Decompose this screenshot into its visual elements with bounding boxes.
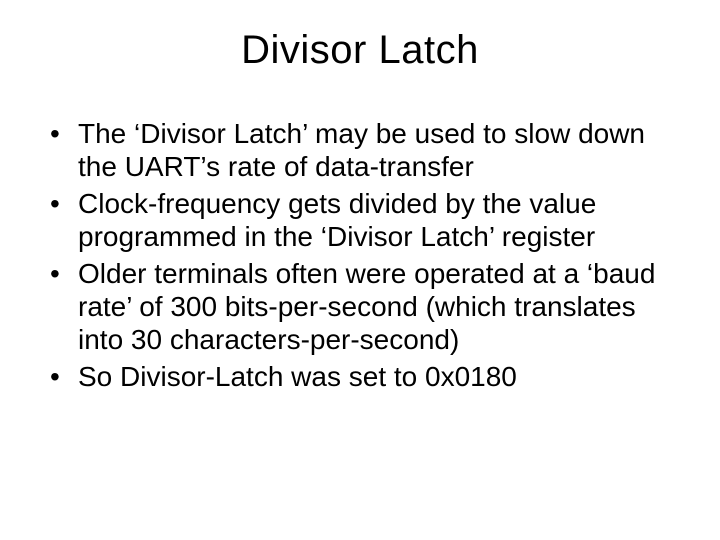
list-item: Older terminals often were operated at a… [46, 257, 674, 356]
slide-title: Divisor Latch [40, 28, 680, 73]
list-item: So Divisor-Latch was set to 0x0180 [46, 360, 674, 393]
list-item: Clock-frequency gets divided by the valu… [46, 187, 674, 253]
bullet-list: The ‘Divisor Latch’ may be used to slow … [40, 117, 680, 393]
list-item: The ‘Divisor Latch’ may be used to slow … [46, 117, 674, 183]
slide: Divisor Latch The ‘Divisor Latch’ may be… [0, 0, 720, 540]
